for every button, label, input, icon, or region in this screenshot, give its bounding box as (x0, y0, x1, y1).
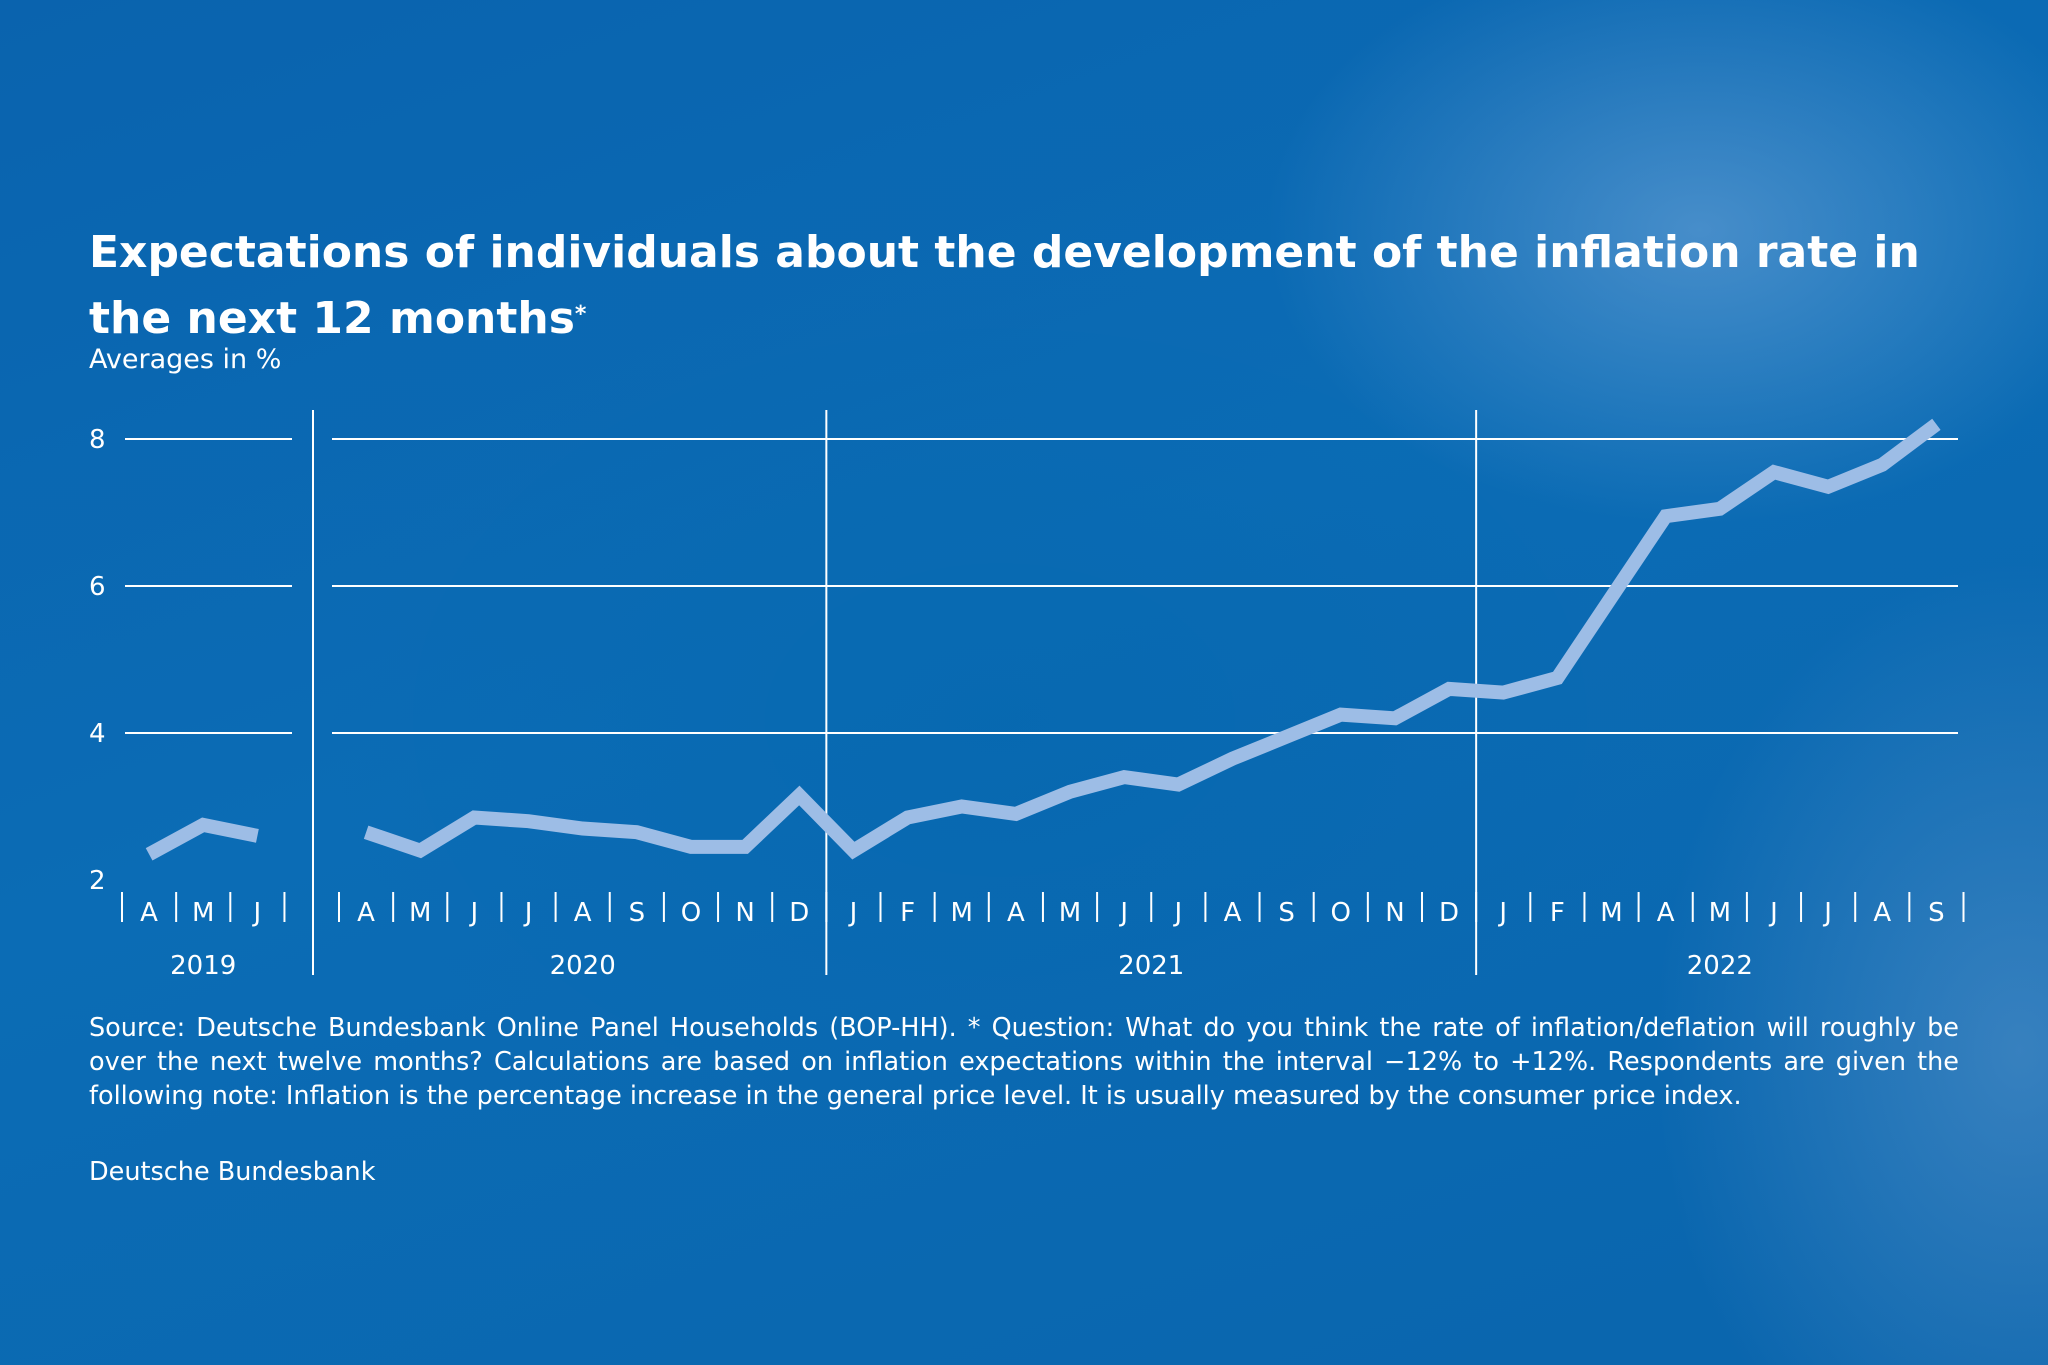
x-month-label: M (192, 898, 214, 928)
x-month-label: M (1709, 898, 1731, 928)
y-tick-label: 6 (89, 572, 106, 602)
x-month-label: S (629, 898, 646, 928)
x-year-label: 2020 (550, 951, 616, 981)
x-month-label: F (900, 898, 915, 928)
x-month-label: A (357, 898, 375, 928)
y-tick-label: 8 (89, 425, 106, 455)
x-month-label: J (1172, 898, 1182, 928)
x-month-label: J (469, 898, 479, 928)
x-month-label: F (1550, 898, 1565, 928)
x-month-label: J (1822, 898, 1832, 928)
x-year-label: 2021 (1118, 951, 1184, 981)
x-month-label: J (1118, 898, 1128, 928)
x-month-label: M (1059, 898, 1081, 928)
series-layer (145, 418, 1941, 861)
inflation-expectation-line-2 (363, 418, 1941, 860)
inflation-line-chart: 2 4 6 8 A M J A M J J A S O N D J F M A M J J A S O N D J F M A M J J A S 201… (89, 410, 1965, 981)
inflation-expectation-line-1 (145, 817, 259, 861)
grid-layer (125, 410, 1958, 975)
x-month-label: M (1600, 898, 1622, 928)
x-month-label: S (1928, 898, 1945, 928)
publisher-name: Deutsche Bundesbank (89, 1157, 376, 1187)
x-month-label: J (848, 898, 858, 928)
y-tick-label: 4 (89, 719, 106, 749)
x-month-label: D (1439, 898, 1459, 928)
x-month-label: J (523, 898, 533, 928)
y-tick-label: 2 (89, 866, 106, 896)
source-footnote: Source: Deutsche Bundesbank Online Panel… (89, 1013, 1959, 1111)
x-month-label: J (1497, 898, 1507, 928)
axis-layer: 2 4 6 8 A M J A M J J A S O N D J F M A M J J A S O N D J F M A M J J A S 201… (89, 425, 1965, 981)
x-year-label: 2019 (170, 951, 236, 981)
x-month-label: J (1768, 898, 1778, 928)
x-month-label: O (681, 898, 701, 928)
x-month-label: J (252, 898, 262, 928)
x-year-label: 2022 (1687, 951, 1753, 981)
title-footnote-marker: * (574, 302, 587, 327)
x-month-label: A (140, 898, 158, 928)
x-month-label: A (1657, 898, 1675, 928)
x-month-label: A (1007, 898, 1025, 928)
x-month-label: A (1873, 898, 1891, 928)
x-month-label: A (1224, 898, 1242, 928)
chart-subtitle: Averages in % (89, 344, 282, 375)
x-month-label: O (1331, 898, 1351, 928)
x-month-label: D (789, 898, 809, 928)
x-month-label: M (409, 898, 431, 928)
x-month-label: N (735, 898, 754, 928)
x-month-label: M (951, 898, 973, 928)
chart-title: Expectations of individuals about the de… (89, 220, 1989, 352)
chart-title-text: Expectations of individuals about the de… (89, 227, 1920, 344)
x-month-label: S (1278, 898, 1295, 928)
x-month-label: N (1385, 898, 1404, 928)
x-month-label: A (574, 898, 592, 928)
